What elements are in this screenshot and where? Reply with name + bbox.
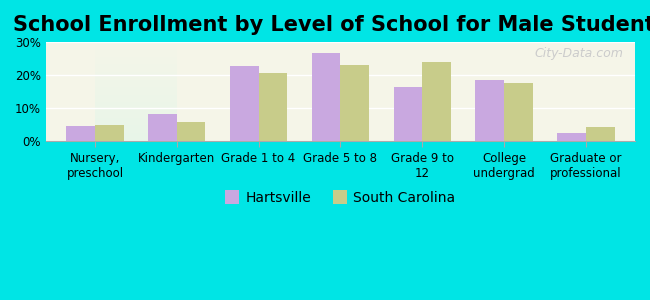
Bar [394,87,422,141]
Bar [312,53,341,141]
Bar [230,66,259,141]
Legend: Hartsville, South Carolina: Hartsville, South Carolina [220,186,461,211]
Bar [504,83,533,141]
Bar [586,127,614,141]
Text: City-Data.com: City-Data.com [534,47,623,60]
Title: School Enrollment by Level of School for Male Students: School Enrollment by Level of School for… [13,15,650,35]
Bar [259,73,287,141]
Bar [557,133,586,141]
Bar [177,122,205,141]
Bar [341,65,369,141]
Bar [475,80,504,141]
Bar [66,126,95,141]
Bar [95,125,124,141]
Bar [422,62,451,141]
Bar [148,114,177,141]
